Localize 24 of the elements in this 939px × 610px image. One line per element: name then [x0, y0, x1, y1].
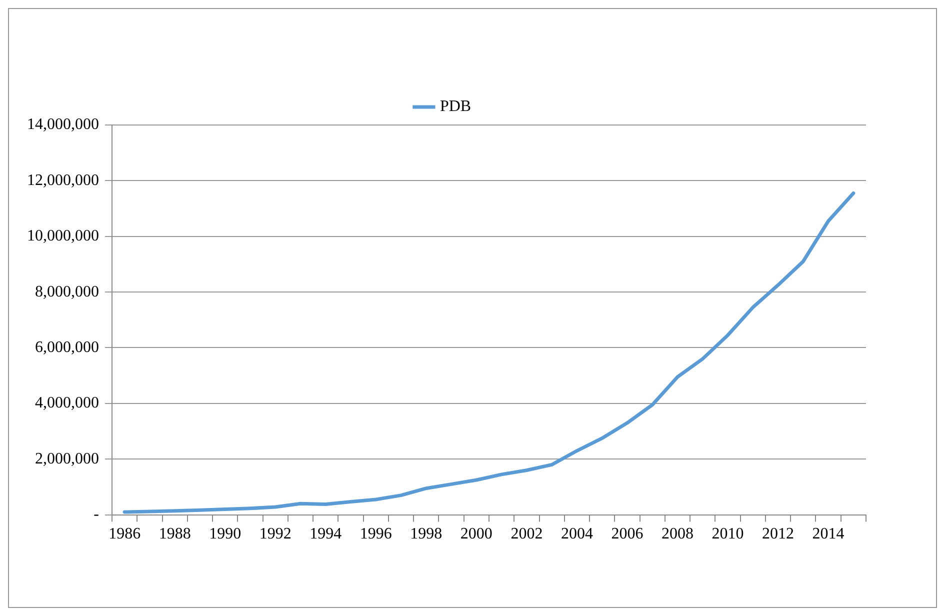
y-tick-label: 2,000,000: [35, 450, 99, 468]
x-tick-label: 1990: [209, 526, 242, 543]
legend-label: PDB: [440, 98, 472, 116]
x-tick-label: 2010: [712, 526, 744, 543]
y-tick-label: 14,000,000: [27, 116, 99, 134]
x-tick-label: 1998: [410, 526, 442, 543]
x-tick-label: 2000: [460, 526, 492, 543]
y-tick-label: 4,000,000: [35, 394, 99, 412]
y-tick-label: 8,000,000: [35, 283, 99, 300]
x-tick-label: 1992: [259, 526, 292, 543]
y-tick-label: -: [94, 506, 99, 524]
x-tick-label: 1986: [108, 526, 141, 543]
x-tick-label: 1994: [310, 526, 342, 543]
x-tick-label: 2004: [560, 526, 593, 543]
x-tick-label: 2002: [510, 526, 543, 543]
x-tick-label: 2008: [662, 526, 694, 543]
x-tick-label: 1988: [158, 526, 191, 543]
y-tick-label: 12,000,000: [27, 172, 99, 189]
x-tick-label: 1996: [360, 526, 392, 543]
x-tick-label: 2012: [762, 526, 794, 543]
y-tick-label: 6,000,000: [35, 338, 99, 356]
x-tick-label: 2014: [812, 526, 844, 543]
y-tick-label: 10,000,000: [27, 228, 99, 245]
x-tick-label: 2006: [611, 526, 644, 543]
